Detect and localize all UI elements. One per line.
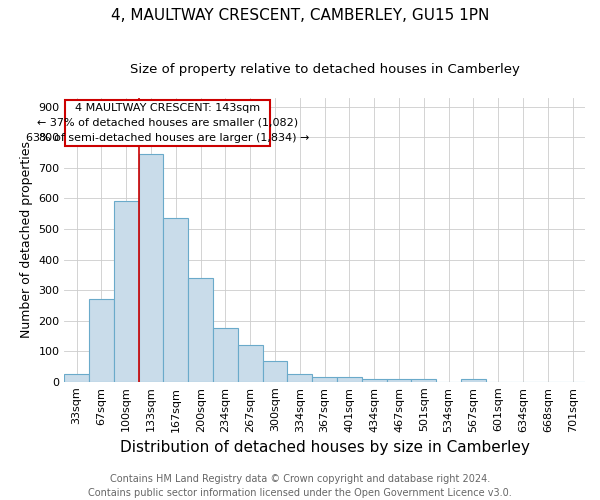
Bar	[65, 100, 270, 146]
Bar	[139, 154, 163, 382]
Bar	[337, 377, 362, 382]
Bar	[238, 345, 263, 382]
Bar	[213, 328, 238, 382]
Bar	[312, 377, 337, 382]
Bar	[64, 374, 89, 382]
Bar	[362, 378, 386, 382]
Y-axis label: Number of detached properties: Number of detached properties	[20, 141, 32, 338]
Text: 4 MAULTWAY CRESCENT: 143sqm
← 37% of detached houses are smaller (1,082)
63% of : 4 MAULTWAY CRESCENT: 143sqm ← 37% of det…	[26, 103, 310, 142]
Bar	[287, 374, 312, 382]
Bar	[188, 278, 213, 382]
Bar	[114, 202, 139, 382]
Bar	[163, 218, 188, 382]
Text: 4, MAULTWAY CRESCENT, CAMBERLEY, GU15 1PN: 4, MAULTWAY CRESCENT, CAMBERLEY, GU15 1P…	[111, 8, 489, 22]
Bar	[461, 380, 486, 382]
Text: Contains HM Land Registry data © Crown copyright and database right 2024.
Contai: Contains HM Land Registry data © Crown c…	[88, 474, 512, 498]
Title: Size of property relative to detached houses in Camberley: Size of property relative to detached ho…	[130, 62, 520, 76]
X-axis label: Distribution of detached houses by size in Camberley: Distribution of detached houses by size …	[119, 440, 530, 455]
Bar	[263, 361, 287, 382]
Bar	[89, 300, 114, 382]
Bar	[412, 380, 436, 382]
Bar	[386, 378, 412, 382]
